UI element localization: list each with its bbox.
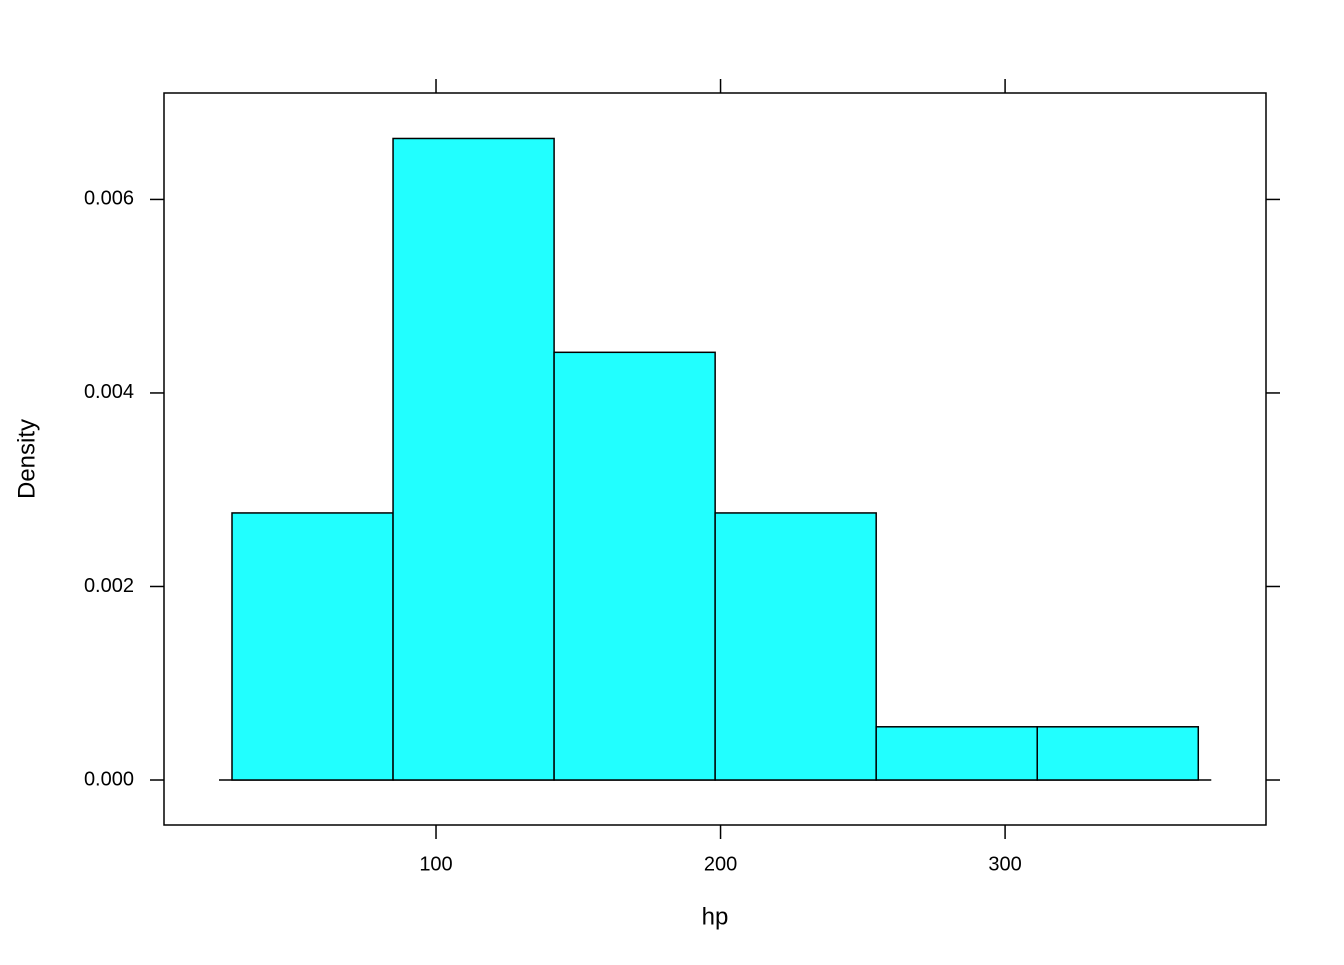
y-tick-label: 0.006 <box>84 188 134 210</box>
bar <box>1036 726 1200 781</box>
y-tick-label: 0.000 <box>84 768 134 790</box>
y-axis-label: Density <box>13 419 40 499</box>
bar <box>231 512 394 781</box>
y-tick-label: 0.004 <box>84 381 134 403</box>
bar <box>553 351 716 781</box>
panel-frame <box>163 92 1267 826</box>
x-tick-label: 100 <box>419 853 452 875</box>
y-tick-label: 0.002 <box>84 575 134 597</box>
bar <box>875 726 1038 781</box>
x-tick-label: 300 <box>988 853 1021 875</box>
x-axis-label: hp <box>702 903 729 930</box>
bar <box>714 512 877 781</box>
x-tick-label: 200 <box>704 853 737 875</box>
bar <box>392 137 555 781</box>
